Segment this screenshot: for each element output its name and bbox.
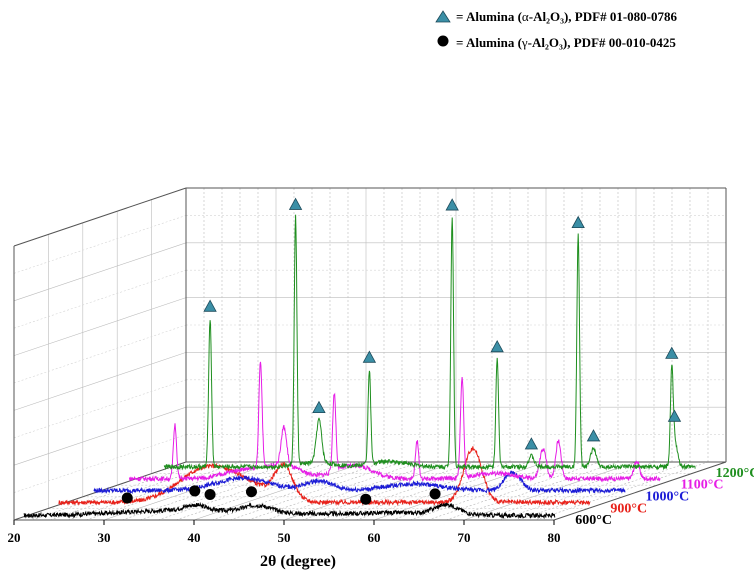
legend: = Alumina (α-Al₂O₃), PDF# 01-080-0786 = … [435,9,677,50]
alpha-triangle-icon [667,409,682,422]
left-wall-row-line [13,324,187,384]
x-axis-title: 2θ (degree) [260,553,336,570]
series-layer [23,214,696,520]
left-wall-row-line [13,352,187,411]
left-wall-row-line [13,379,187,439]
legend-gamma-greek: γ [521,35,528,50]
label-layer: 20 30 40 50 60 70 80 600°C900°C1000°C1100°C1200… [8,466,754,545]
alpha-triangle-icon [524,437,539,450]
alpha-triangle-icon [445,198,459,211]
frame-edge [553,461,727,521]
legend-gamma-prefix: = Alumina ( [456,35,522,50]
alpha-triangle-icon [203,299,217,312]
series-line-1100 [128,361,661,483]
gamma-circle-icon [121,492,133,504]
gamma-circle-icon [437,35,449,47]
x-tick-label: 80 [548,530,561,545]
gamma-circle-icon [189,485,201,497]
left-wall-row-line [13,215,187,274]
left-wall-row-line [13,406,187,466]
left-wall-row-line [13,242,187,302]
series-label: 600°C [575,513,612,528]
series-line-1000 [93,470,626,495]
gamma-circle-icon [360,493,372,505]
legend-alpha-greek: α [522,9,529,24]
floor-grid-line [373,461,547,521]
series-line-1200 [163,214,696,471]
frame-edge [13,187,187,247]
legend-alpha-prefix: = Alumina ( [456,9,522,24]
series-label: 1200°C [716,466,754,481]
left-wall-row-line [13,434,187,493]
alpha-triangle-icon [362,350,377,363]
x-tick-label: 50 [278,530,291,545]
x-tick-label: 30 [98,530,111,545]
alpha-triangle-icon [312,400,326,413]
legend-entry-alpha: = Alumina (α-Al₂O₃), PDF# 01-080-0786 [435,9,677,24]
alpha-triangle-icon [586,429,601,442]
alpha-triangle-icon [571,215,585,229]
left-wall-row-line [13,297,187,356]
alpha-triangle-icon [288,197,303,210]
series-label: 1100°C [681,478,724,493]
series-label: 900°C [610,501,647,516]
x-tick-label: 20 [8,530,21,545]
legend-gamma-formula: -Al₂O₃), PDF# 00-010-0425 [528,35,677,50]
gamma-circle-icon [204,489,216,501]
floor-grid-line [283,461,457,521]
series-line-900 [58,446,591,507]
grid-layer [13,187,727,525]
gamma-circle-icon [245,486,257,498]
legend-alpha-formula: -Al₂O₃), PDF# 01-080-0786 [529,9,678,24]
series-label: 1000°C [645,490,689,505]
alpha-triangle-icon [665,346,679,359]
svg-text:= Alumina (α-Al₂O₃), PDF# 01-0: = Alumina (α-Al₂O₃), PDF# 01-080-0786 [456,9,677,24]
alpha-triangle-icon [490,339,504,353]
floor-grid-line [265,461,439,521]
gamma-circle-icon [429,488,441,500]
marker-layer [121,197,682,505]
svg-text:= Alumina (γ-Al₂O₃), PDF# 00-0: = Alumina (γ-Al₂O₃), PDF# 00-010-0425 [456,35,676,50]
alpha-triangle-icon [435,10,451,23]
floor-grid-line [175,461,349,521]
x-tick-label: 40 [188,530,201,545]
legend-entry-gamma: = Alumina (γ-Al₂O₃), PDF# 00-010-0425 [437,35,676,50]
left-wall-row-line [13,269,187,329]
x-tick-label: 60 [368,530,381,545]
x-tick-label: 70 [458,530,471,545]
series-line-600 [23,501,556,520]
